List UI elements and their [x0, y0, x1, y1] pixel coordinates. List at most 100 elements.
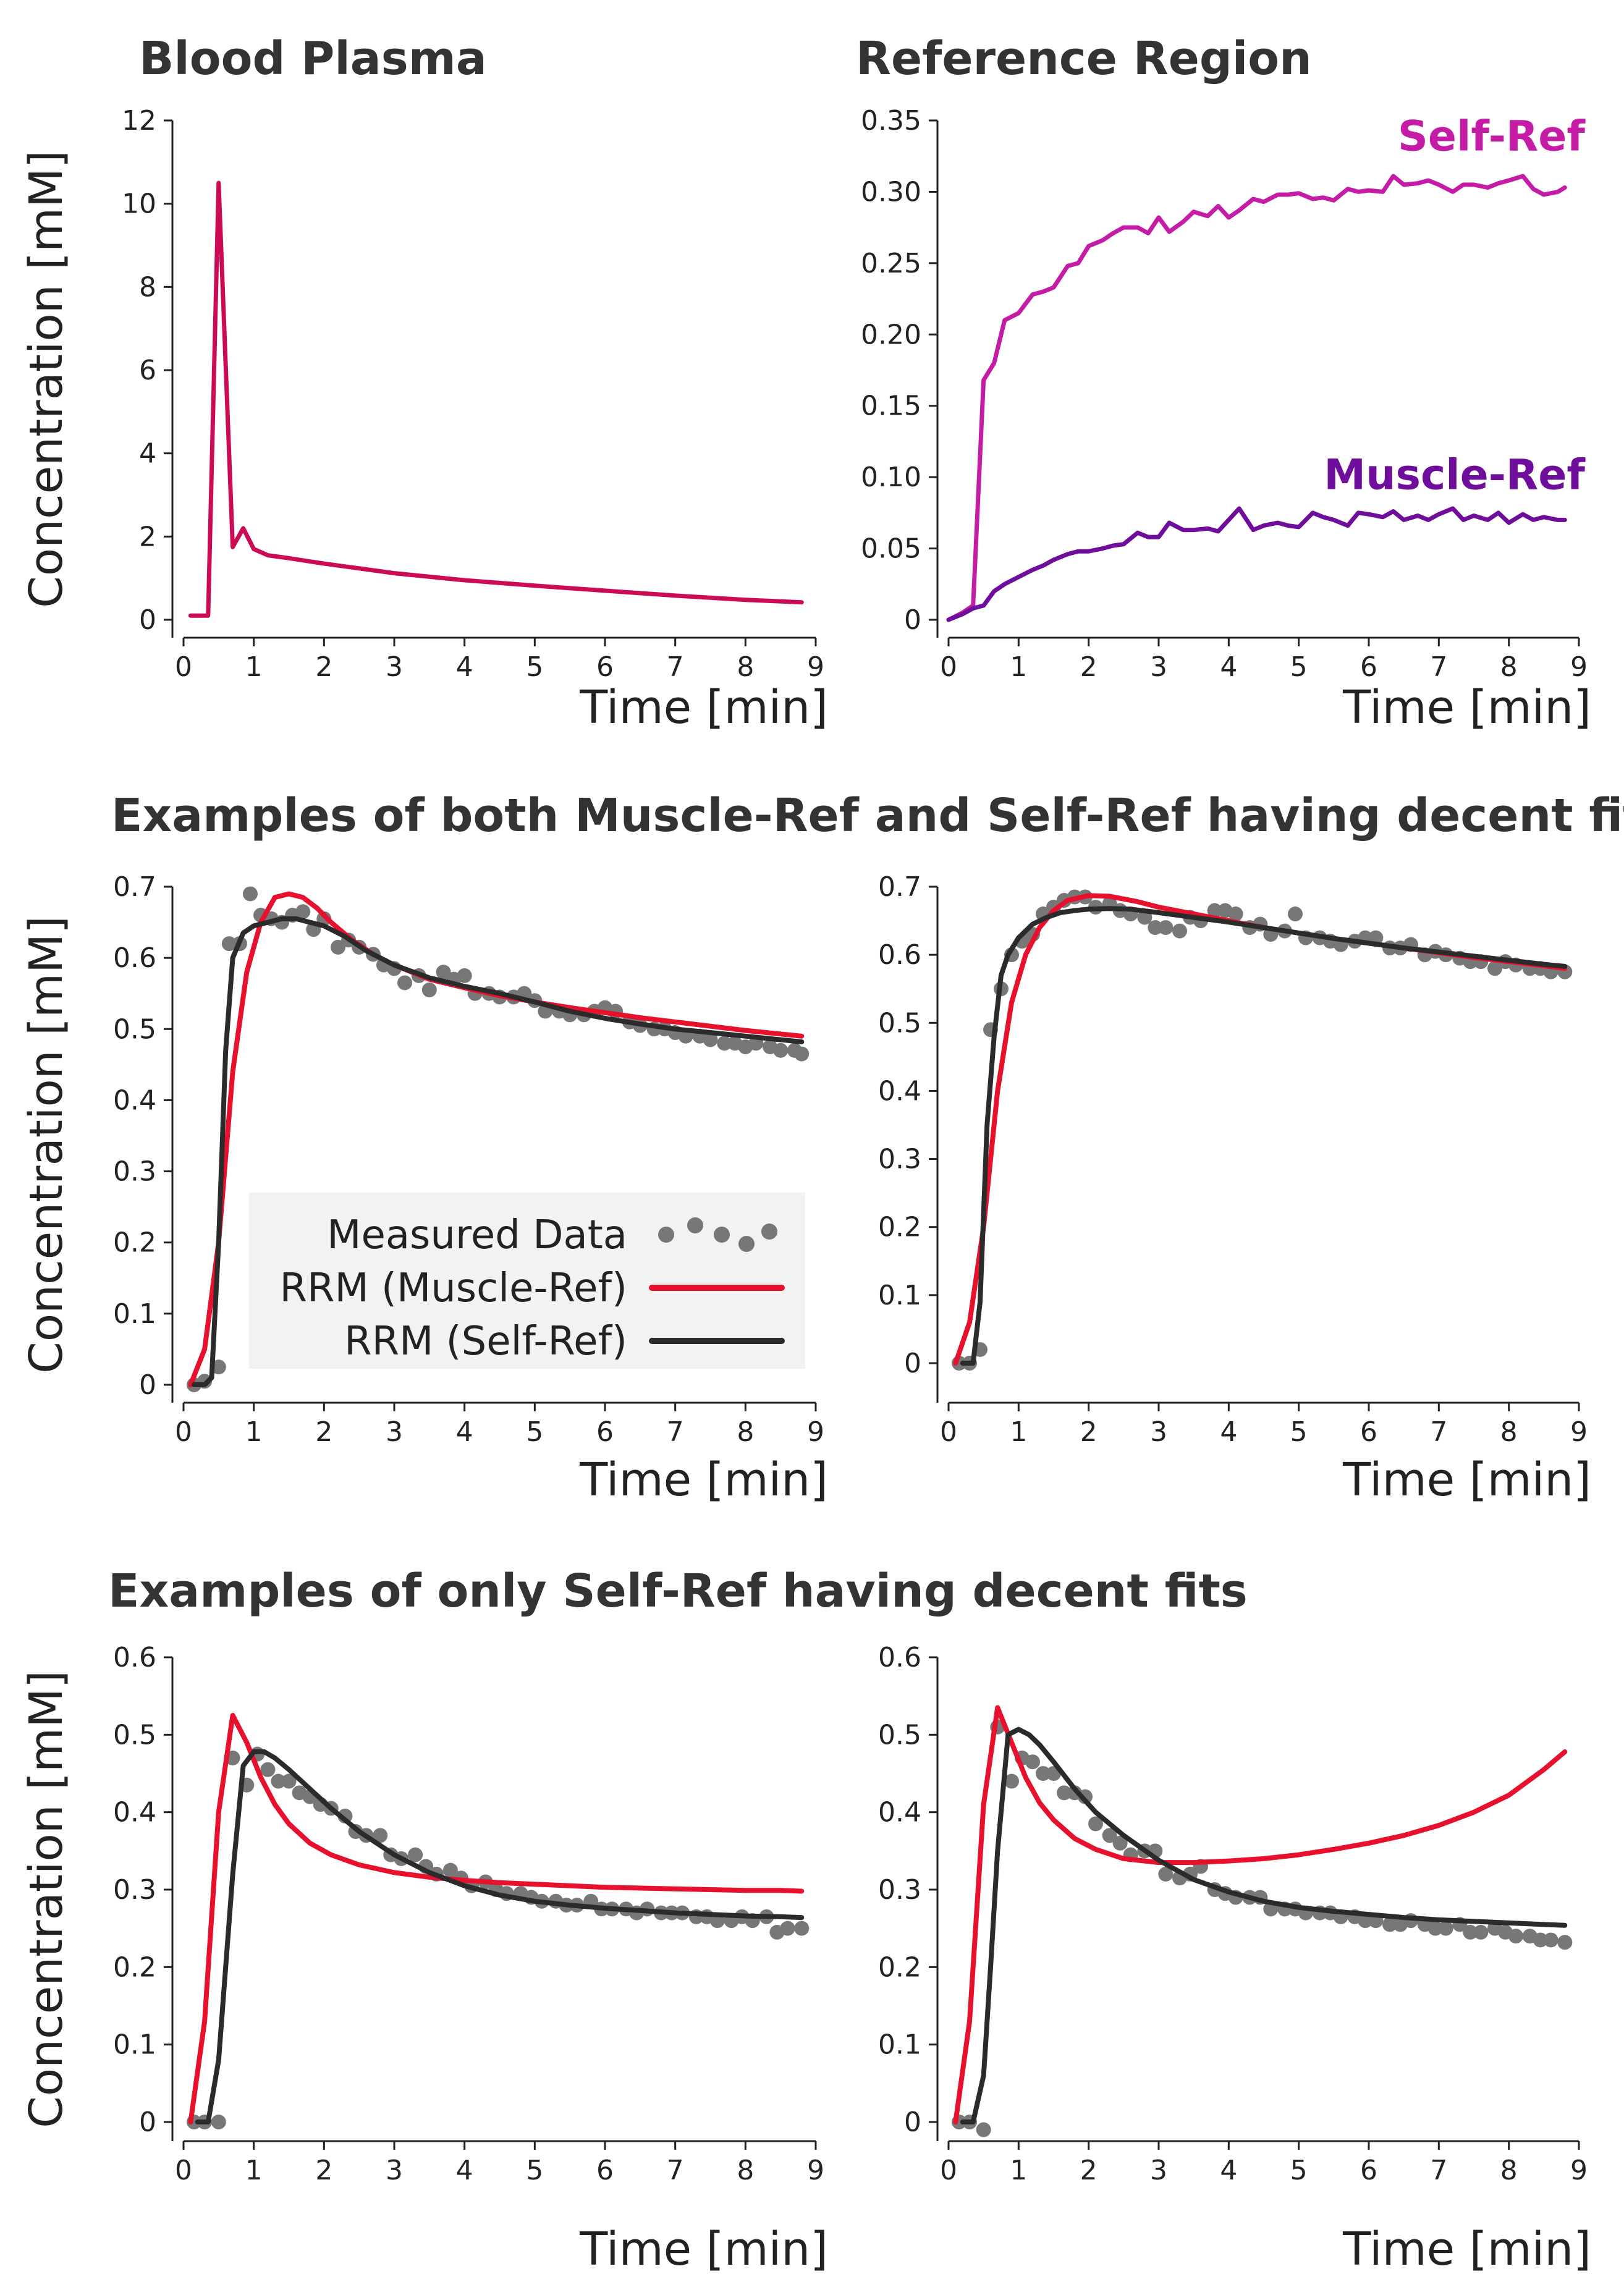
measured-point — [1288, 907, 1303, 922]
legend: Measured Data RRM (Muscle-Ref) RRM (Self-R… — [249, 1193, 805, 1369]
measured-point — [442, 1862, 458, 1878]
y-tick-label: 0.7 — [113, 871, 156, 903]
measured-point — [1487, 961, 1502, 976]
x-tick-label: 4 — [1220, 651, 1237, 683]
x-tick-label: 0 — [175, 1416, 192, 1448]
measured-point — [773, 1042, 789, 1058]
y-tick-label: 0.35 — [861, 105, 921, 137]
y-tick-label: 0.6 — [878, 939, 921, 971]
x-tick-label: 6 — [596, 1416, 614, 1448]
x-tick-label: 2 — [315, 651, 332, 683]
measured-point — [1473, 1924, 1489, 1940]
y-tick-label: 0.15 — [861, 391, 921, 422]
x-tick-label: 9 — [807, 2155, 824, 2186]
series-line-rrm-self-ref — [192, 916, 805, 1387]
measured-point — [1088, 1816, 1103, 1832]
y-tick-label: 0.7 — [878, 871, 921, 903]
x-tick-label: 5 — [526, 1416, 543, 1448]
x-axis-label: Time [min] — [1342, 681, 1591, 734]
y-tick-label: 0.6 — [113, 942, 156, 974]
y-tick-label: 12 — [122, 105, 156, 137]
x-tick-label: 2 — [1080, 2155, 1097, 2186]
measured-point — [1543, 1932, 1558, 1948]
x-tick-label: 0 — [940, 2155, 957, 2186]
measured-point — [211, 2115, 226, 2129]
measured-point — [242, 886, 258, 902]
measured-point — [794, 1921, 810, 1936]
measured-data-series — [952, 889, 1573, 1371]
y-tick-label: 0 — [139, 1369, 156, 1401]
x-tick-label: 5 — [526, 651, 543, 683]
measured-point — [1207, 903, 1222, 918]
x-tick-label: 7 — [667, 2155, 684, 2186]
x-tick-label: 6 — [1360, 651, 1377, 683]
legend-label: Measured Data — [327, 1212, 627, 1258]
x-tick-label: 8 — [1500, 2155, 1518, 2186]
x-tick-label: 8 — [1500, 1416, 1518, 1448]
measured-point — [1382, 1917, 1397, 1932]
x-tick-label: 6 — [1360, 1416, 1377, 1448]
y-tick-label: 0 — [139, 604, 156, 636]
measured-point — [421, 982, 437, 997]
measured-point — [1057, 1785, 1072, 1801]
chart-panel-4: 0 0.1 0.2 0.3 0.4 0.5 0.6 0.7 0 1 2 3 4 5 6 7 8 9 Time [mi… — [878, 871, 1591, 1507]
chart-panel-2: Reference Region 0 0.05 0.10 0.15 0.20 0.25 0.3… — [856, 32, 1591, 734]
measured-point — [295, 904, 311, 919]
chart-panel-3: 0 0.1 0.2 0.3 0.4 0.5 0.6 0.7 0 1 2 3 4 5 6 7 8 9 Time [mi… — [20, 871, 828, 1507]
x-tick-label: 6 — [596, 2155, 614, 2186]
y-tick-label: 0.2 — [878, 1212, 921, 1243]
y-tick-label: 0.1 — [113, 1298, 156, 1330]
measured-point — [1508, 1929, 1523, 1944]
y-tick-label: 0.05 — [861, 533, 921, 565]
x-tick-label: 3 — [1150, 651, 1167, 683]
x-tick-label: 3 — [386, 651, 403, 683]
measured-point — [1427, 1921, 1443, 1936]
measured-point — [436, 965, 451, 980]
measured-point — [780, 1921, 795, 1936]
measured-point — [457, 968, 472, 983]
x-tick-label: 5 — [1290, 651, 1308, 683]
y-tick-label: 6 — [139, 355, 156, 386]
y-axis-label: Concentration [mM] — [20, 1670, 73, 2128]
measured-point — [1112, 1835, 1128, 1851]
legend-marker-dot — [714, 1227, 730, 1243]
y-tick-label: 0.30 — [861, 176, 921, 208]
y-tick-label: 10 — [122, 188, 156, 220]
x-tick-label: 2 — [315, 1416, 332, 1448]
panel-title: Reference Region — [856, 32, 1312, 85]
x-tick-label: 1 — [1010, 651, 1027, 683]
x-tick-label: 9 — [807, 651, 824, 683]
measured-point — [1025, 1754, 1040, 1770]
y-tick-label: 0.5 — [113, 1719, 156, 1751]
section-title-self-only-fits: Examples of only Self-Ref having decent … — [108, 1565, 1248, 1618]
measured-point — [221, 936, 237, 952]
x-tick-label: 8 — [737, 2155, 754, 2186]
y-tick-label: 0.2 — [113, 1227, 156, 1259]
measured-point — [717, 1036, 732, 1051]
y-tick-label: 0.2 — [878, 1951, 921, 1983]
measured-point — [1228, 907, 1243, 922]
measured-point — [271, 1773, 286, 1789]
measured-point — [397, 975, 413, 991]
measured-point — [976, 2122, 991, 2137]
y-tick-label: 0.4 — [878, 1797, 921, 1828]
y-tick-label: 0.6 — [113, 1642, 156, 1673]
x-tick-label: 3 — [1150, 1416, 1167, 1448]
x-tick-label: 1 — [1010, 1416, 1027, 1448]
measured-point — [281, 1773, 297, 1789]
series-line-blood-plasma — [188, 180, 804, 618]
x-tick-label: 4 — [456, 1416, 473, 1448]
x-tick-label: 4 — [456, 2155, 473, 2186]
measured-point — [373, 1828, 388, 1843]
y-tick-label: 0.20 — [861, 319, 921, 350]
x-tick-label: 3 — [1150, 2155, 1167, 2186]
y-tick-label: 0.25 — [861, 248, 921, 279]
y-tick-label: 0.4 — [878, 1075, 921, 1107]
measured-point — [1463, 1924, 1478, 1940]
x-tick-label: 7 — [1430, 651, 1447, 683]
x-tick-label: 1 — [1010, 2155, 1027, 2186]
measured-data-series — [952, 1719, 1573, 2137]
y-tick-label: 0 — [904, 2107, 921, 2138]
y-tick-label: 0.3 — [878, 1144, 921, 1175]
